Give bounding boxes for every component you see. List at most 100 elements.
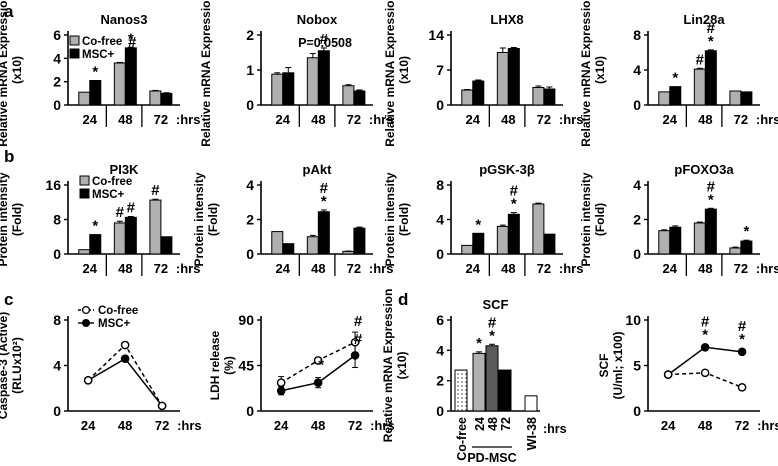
y-tick-label: 0: [436, 97, 444, 113]
y-axis-label-line: SCF: [597, 354, 611, 378]
y-axis-label-line: (U/ml; x100): [611, 331, 625, 399]
y-axis-label: Protein intensity(Fold): [0, 172, 24, 266]
chart-title: SCF: [483, 297, 509, 312]
legend-label: MSC+: [92, 189, 125, 201]
y-tick-label: 10: [625, 312, 641, 328]
x-tick-label: 24: [473, 417, 487, 431]
data-point-cofree: [663, 370, 673, 379]
data-point-cofree: [83, 375, 93, 385]
y-axis-label: Relative mRNA Expression(x10): [579, 0, 607, 147]
bar: [524, 395, 538, 412]
x-unit-label: :hrs: [757, 418, 778, 433]
data-point-msc: [700, 342, 710, 352]
bar-cofree: [496, 52, 509, 106]
y-tick-label: 0: [246, 403, 254, 419]
x-tick-label: 48: [311, 418, 325, 433]
x-tick-label: 72: [154, 112, 168, 127]
y-axis-label: Relative mRNA Expression(x10): [383, 0, 411, 147]
legend-marker: [81, 305, 91, 315]
y-axis-label-line: Protein intensity: [0, 172, 10, 266]
x-tick-label: 48: [698, 112, 712, 127]
x-tick-label: 48: [501, 261, 515, 276]
significance-mark: *: [476, 335, 482, 352]
chart-title: PI3K: [110, 162, 140, 177]
legend-label: MSC+: [98, 318, 131, 330]
legend-significance-mark: #: [128, 34, 137, 51]
y-axis-label: SCF(U/ml; x100): [597, 331, 625, 399]
bar-cofree: [729, 90, 742, 106]
data-point-msc: [737, 347, 747, 357]
x-tick-label: 48: [698, 261, 712, 276]
bar-msc: [317, 50, 330, 106]
data-point-cofree: [157, 401, 167, 411]
y-tick-label: 2: [436, 373, 444, 389]
significance-mark: *: [92, 218, 98, 235]
x-tick-label: 72: [537, 261, 551, 276]
x-tick-label: 72: [734, 261, 748, 276]
significance-mark: #: [116, 204, 125, 221]
legend-swatch: [69, 35, 80, 46]
series-line-cofree: [87, 343, 163, 407]
y-tick-label: 0: [53, 246, 61, 262]
x-unit-label: :hrs: [559, 112, 584, 127]
series-line-msc: [87, 357, 163, 407]
bar-msc: [543, 233, 556, 255]
y-axis-label-line: (x10): [397, 56, 411, 84]
y-axis-label-line: (RLUx10²): [10, 337, 24, 394]
chart-title: pGSK-3β: [479, 162, 535, 177]
legend-label: Co-free: [92, 176, 132, 188]
y-tick-label: 4: [53, 50, 61, 66]
x-tick-label: 24: [663, 261, 678, 276]
y-tick-label: 2: [246, 27, 254, 43]
chart-title: Nanos3: [101, 12, 148, 27]
x-tick-label: 48: [118, 261, 132, 276]
bar-msc: [472, 232, 485, 255]
y-tick-label: 0: [633, 403, 641, 419]
x-tick-label: Co-free: [455, 417, 469, 461]
y-axis-label: Relative mRNA Expression(x10): [0, 0, 24, 147]
bar-msc: [282, 72, 295, 106]
bar-msc: [89, 234, 102, 255]
y-axis-label-line: (%): [222, 356, 236, 375]
group-label: PD-MSC: [467, 451, 516, 465]
y-axis-label: Protein intensity(Fold): [579, 172, 607, 266]
x-unit-label: :hrs: [756, 261, 778, 276]
x-tick-label: 72: [155, 418, 169, 433]
bar-msc: [124, 47, 137, 106]
x-tick-label: 24: [83, 112, 98, 127]
y-axis-label-line: (Fold): [206, 203, 220, 236]
y-axis-label-line: (x10): [10, 56, 24, 84]
y-tick-label: 4: [246, 177, 254, 193]
y-axis-label-line: Protein intensity: [579, 172, 593, 266]
bar-msc: [704, 208, 717, 255]
y-tick-label: 7: [436, 62, 444, 78]
panel-label-b: b: [4, 147, 14, 166]
y-axis-label-line: Relative mRNA Expression: [0, 0, 10, 147]
panel-label-c: c: [4, 290, 13, 309]
y-tick-label: 0: [633, 246, 641, 262]
bar-cofree: [658, 230, 671, 255]
y-axis-label-line: (Fold): [397, 203, 411, 236]
x-unit-label: :hrs: [559, 261, 584, 276]
bar-cofree: [532, 203, 545, 255]
y-axis-label-line: (x10): [593, 56, 607, 84]
x-tick-label: 72: [537, 112, 551, 127]
significance-mark: #: [488, 314, 497, 331]
y-axis-label-line: Relative mRNA Expression: [383, 0, 397, 147]
chart-title: Lin28a: [683, 12, 725, 27]
x-tick-label: 72: [348, 418, 362, 433]
y-tick-label: 4: [633, 177, 641, 193]
bar-cofree: [78, 91, 91, 106]
chart-title: Nobox: [297, 12, 338, 27]
y-axis-label-line: Protein intensity: [192, 172, 206, 266]
y-tick-label: 5: [633, 358, 641, 374]
bar-msc: [472, 80, 485, 106]
y-axis-label-line: (Fold): [593, 203, 607, 236]
bar-msc: [543, 88, 556, 106]
bar-msc: [160, 236, 173, 255]
chart-title: LHX8: [490, 12, 523, 27]
y-axis-label: Protein intensity(Fold): [383, 172, 411, 266]
bar-msc: [353, 90, 366, 106]
x-tick-label: 48: [311, 112, 325, 127]
